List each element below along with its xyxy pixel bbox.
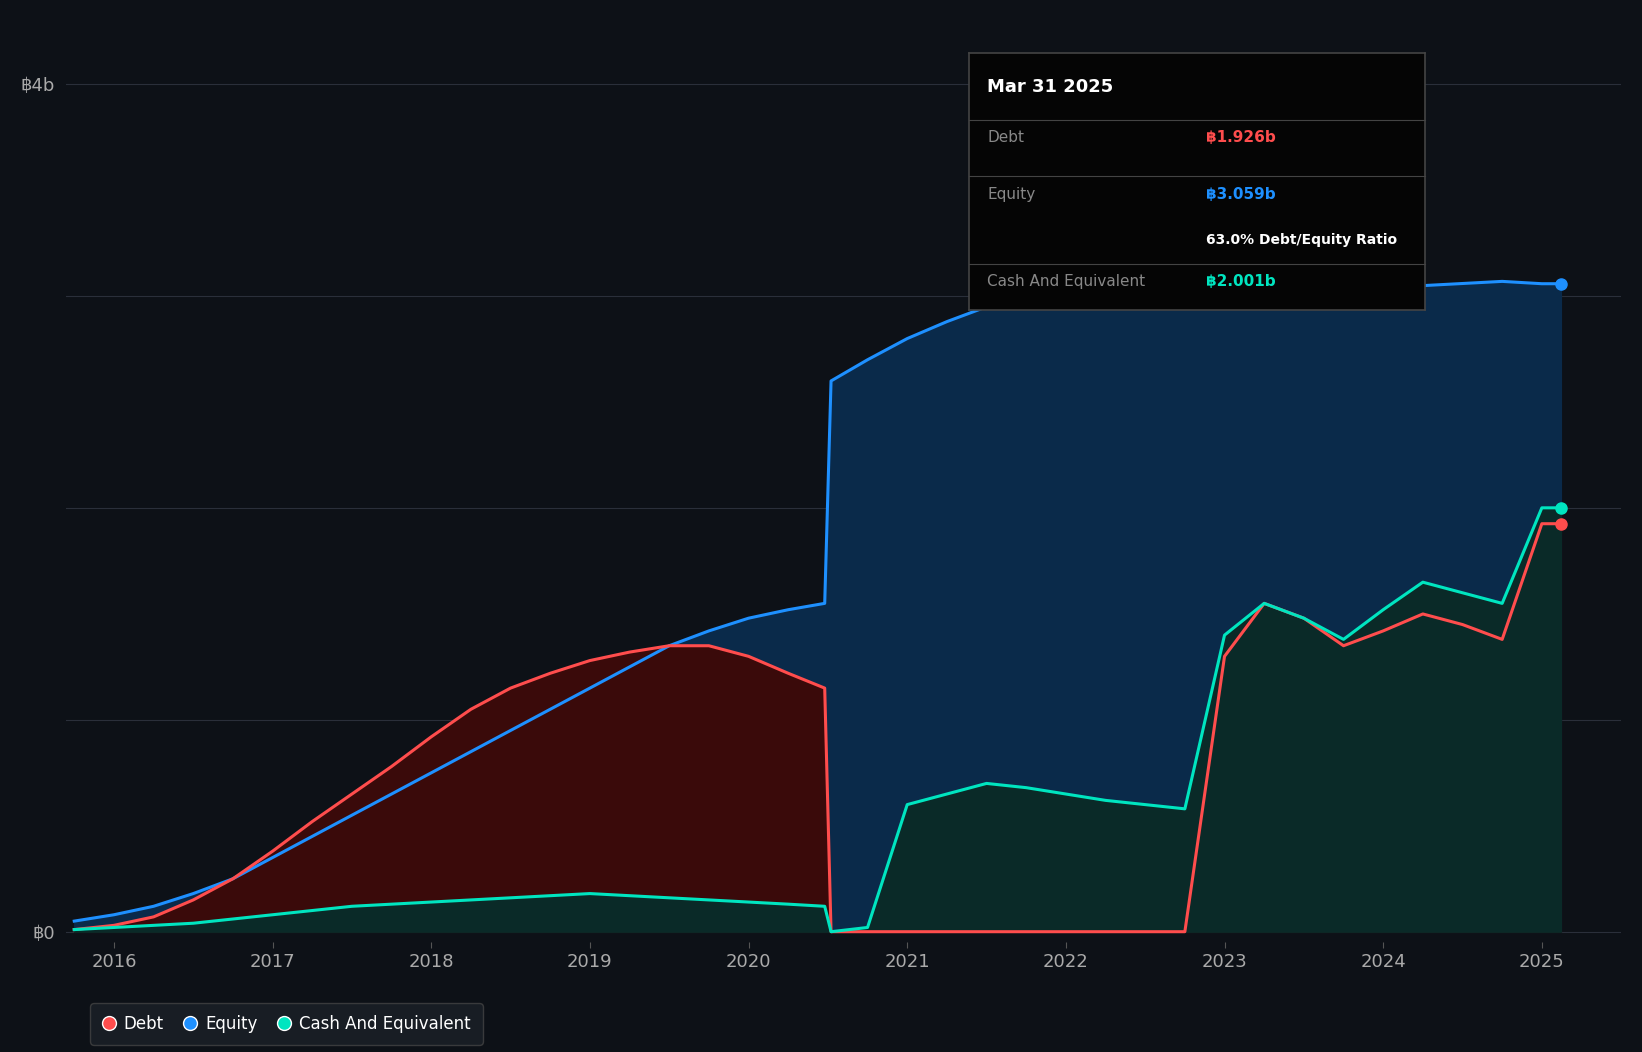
Text: ฿3.059b: ฿3.059b <box>1207 186 1276 202</box>
Legend: Debt, Equity, Cash And Equivalent: Debt, Equity, Cash And Equivalent <box>90 1004 483 1045</box>
Text: ฿1.926b: ฿1.926b <box>1207 130 1276 145</box>
Text: 63.0% Debt/Equity Ratio: 63.0% Debt/Equity Ratio <box>1207 234 1397 247</box>
Text: Mar 31 2025: Mar 31 2025 <box>987 79 1113 97</box>
Text: Cash And Equivalent: Cash And Equivalent <box>987 275 1144 289</box>
Text: ฿2.001b: ฿2.001b <box>1207 275 1276 289</box>
Text: Equity: Equity <box>987 186 1036 202</box>
Text: Debt: Debt <box>987 130 1025 145</box>
